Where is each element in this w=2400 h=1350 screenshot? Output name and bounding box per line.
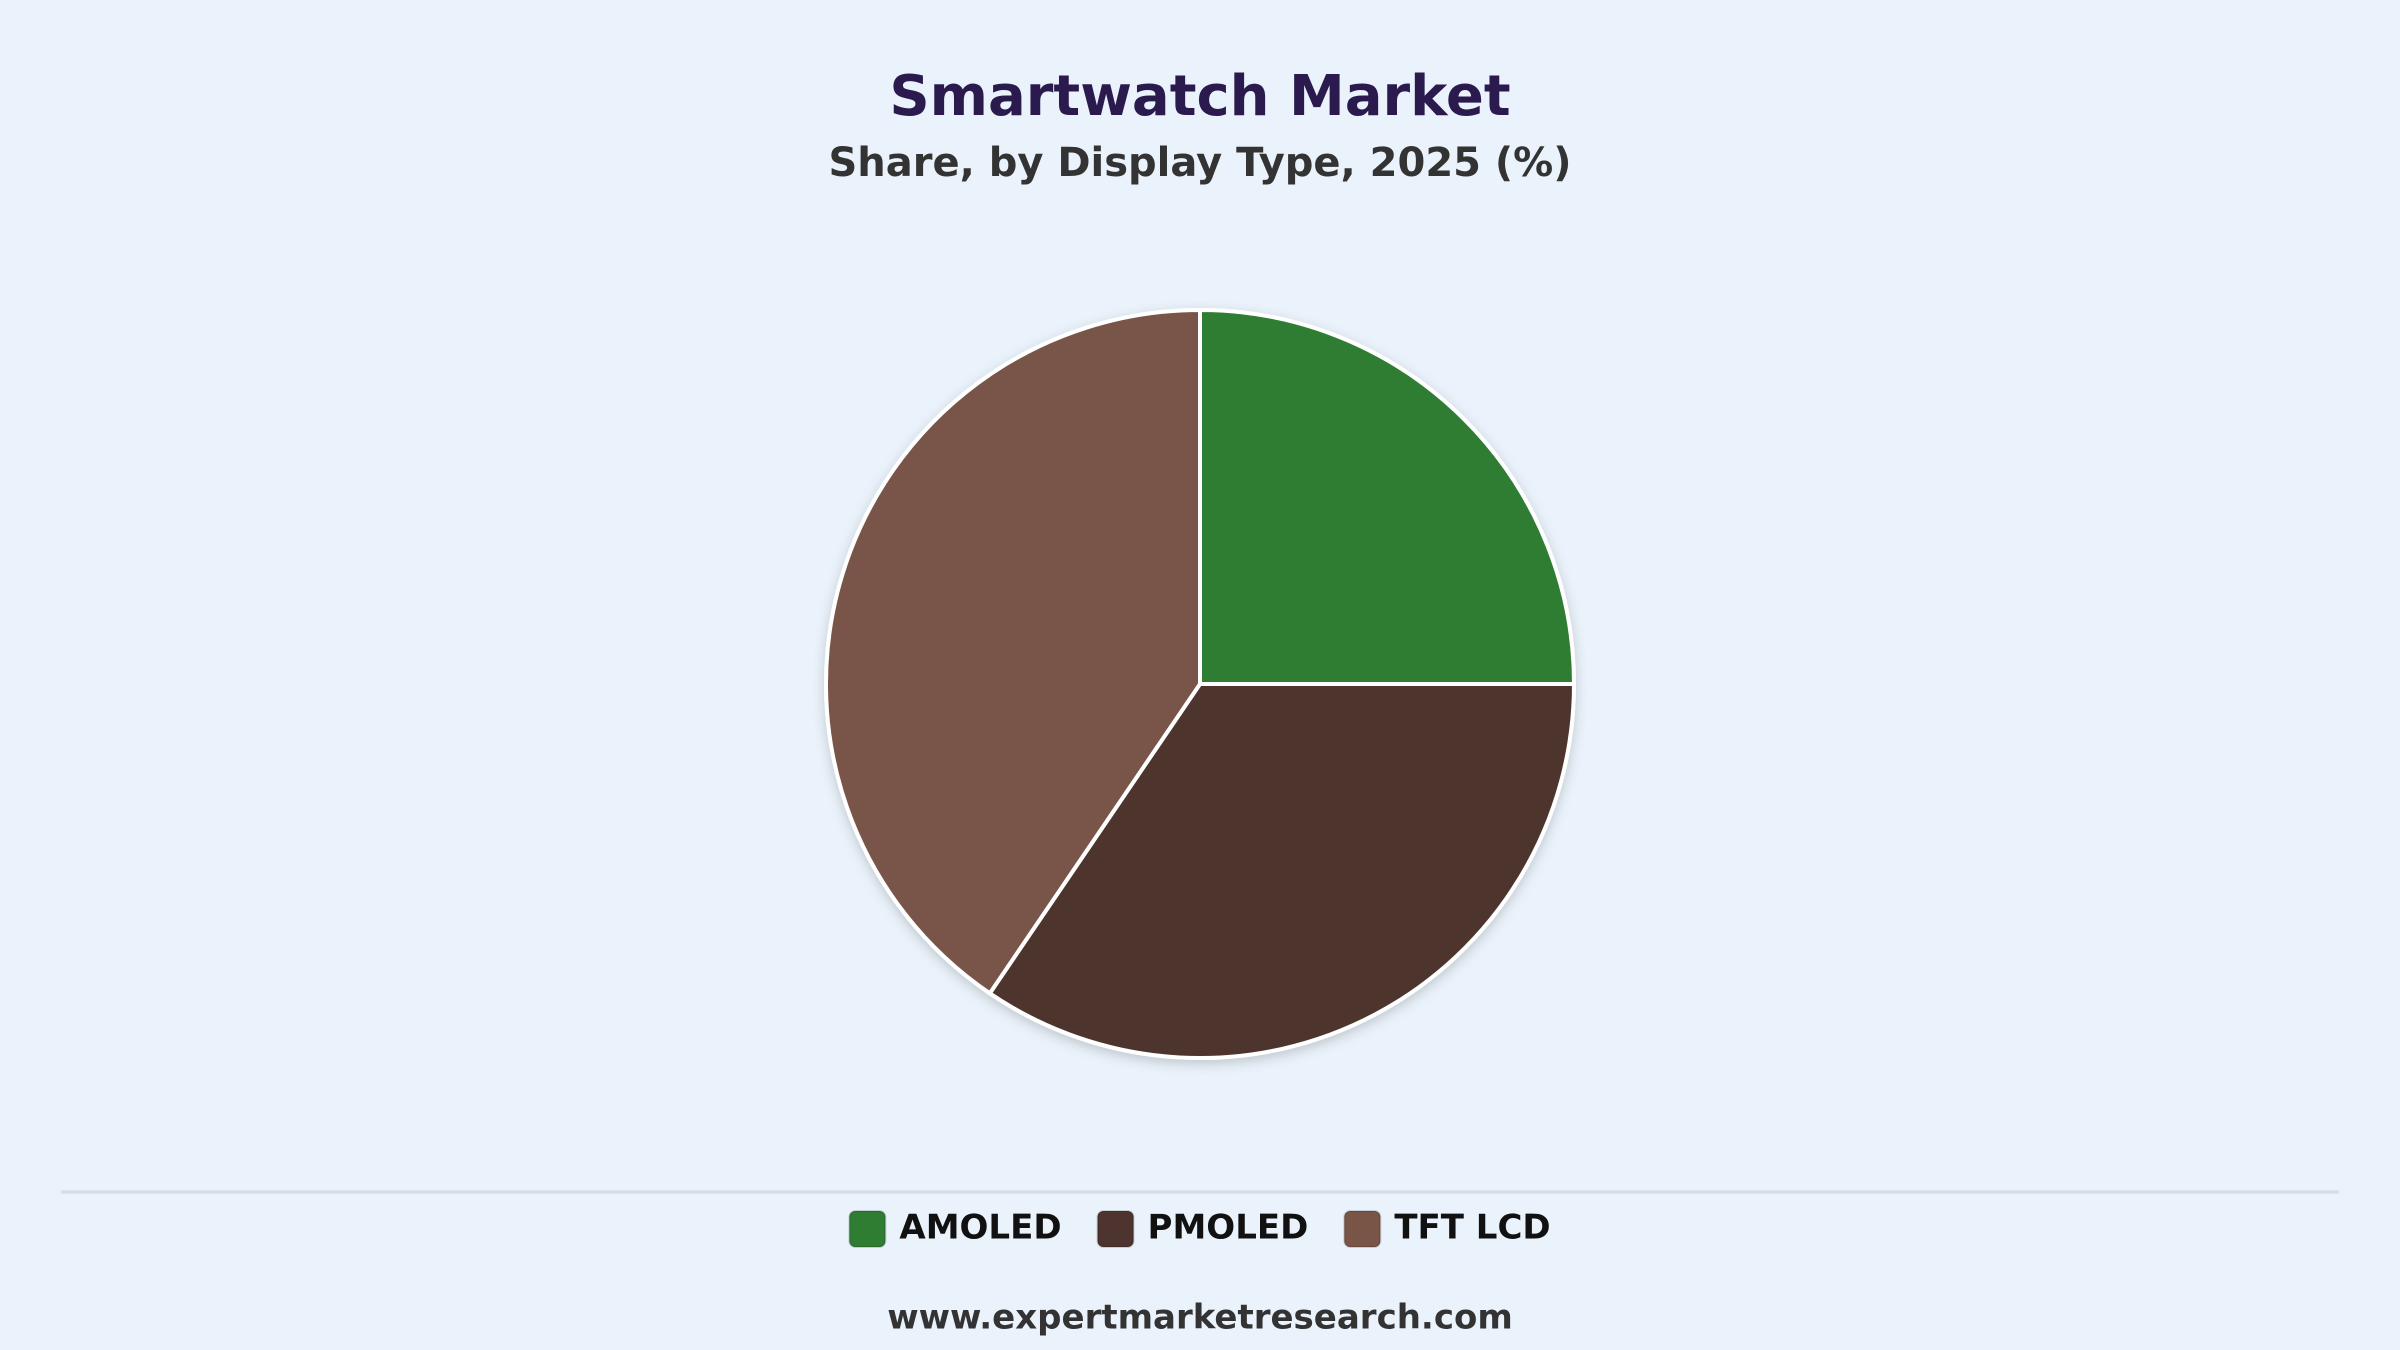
legend-label: AMOLED xyxy=(899,1208,1061,1248)
source: www.expertmarketresearch.com xyxy=(887,1298,1513,1338)
legend-swatch xyxy=(1096,1210,1135,1248)
chart-subtitle: Share, by Display Type, 2025 (%) xyxy=(828,140,1571,186)
pie-slice xyxy=(987,682,1577,1060)
pie-slice xyxy=(824,307,1202,997)
legend-label: TFT LCD xyxy=(1394,1208,1550,1248)
pie xyxy=(824,307,1577,1060)
pie-slice xyxy=(1198,307,1577,686)
legend-swatch xyxy=(1343,1210,1382,1248)
chart-title: Smartwatch Market xyxy=(889,64,1510,129)
legend-swatch xyxy=(848,1210,887,1248)
legend-label: PMOLED xyxy=(1148,1208,1309,1248)
legend: AMOLED PMOLED TFT LCD xyxy=(848,1208,1551,1248)
